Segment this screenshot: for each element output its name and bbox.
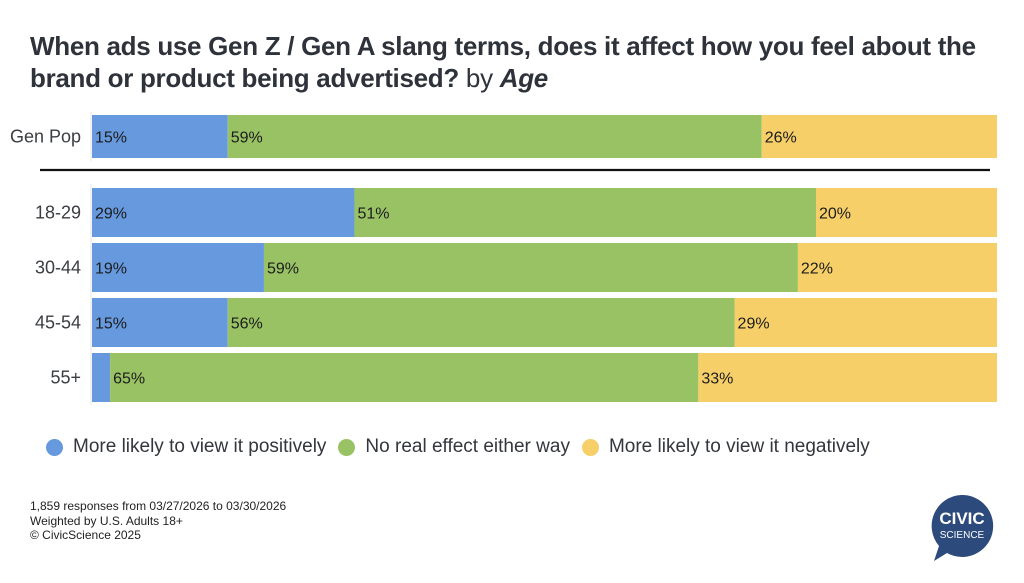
bars-group: Gen Pop 15% 59% 26% 18-29 29% 51% 20% 30-44 19% 59… [10, 115, 997, 402]
data-label-gen-pop-s1: 59% [231, 130, 263, 147]
bar-segment-gen-pop-s2 [761, 115, 997, 158]
legend-label-neutral: No real effect either way [365, 436, 570, 457]
legend-label-negative: More likely to view it negatively [608, 436, 870, 457]
logo-speech-bubble-icon [931, 494, 994, 561]
data-label-gen-pop-s0: 15% [95, 130, 127, 147]
bar-segment-30-44-s2 [797, 243, 997, 292]
data-label-18-29-s0: 29% [95, 206, 127, 223]
bar-segment-gen-pop-s0 [92, 115, 228, 158]
data-label-45-54-s2: 29% [738, 316, 770, 333]
category-label-gen-pop: Gen Pop [10, 127, 81, 147]
bar-segment-55-s2 [698, 353, 997, 402]
chart-title-dimension: Age [499, 63, 549, 93]
data-label-30-44-s2: 22% [801, 261, 833, 278]
legend-swatch-neutral [338, 438, 356, 456]
category-label-45-54: 45-54 [35, 313, 81, 333]
legend-item-negative: More likely to view it negatively [581, 436, 870, 458]
data-label-18-29-s1: 51% [357, 206, 389, 223]
data-label-55-s2: 33% [701, 371, 733, 388]
data-label-55-s1: 65% [113, 371, 145, 388]
chart-title: When ads use Gen Z / Gen A slang terms, … [30, 30, 1010, 94]
bar-segment-18-29-s1 [354, 188, 816, 237]
legend-label-positive: More likely to view it positively [73, 436, 327, 457]
bar-segment-45-54-s0 [92, 298, 228, 347]
data-label-18-29-s2: 20% [819, 206, 851, 223]
legend-swatch-positive [46, 438, 63, 456]
footer-notes: 1,859 responses from 03/27/2026 to 03/30… [30, 499, 286, 543]
chart-title-by: by [465, 63, 493, 93]
bar-segment-55-s0 [92, 353, 111, 402]
data-label-30-44-s0: 19% [95, 261, 127, 278]
data-label-gen-pop-s2: 26% [765, 130, 797, 147]
category-label-30-44: 30-44 [35, 258, 81, 278]
bar-segment-30-44-s0 [92, 243, 264, 292]
bar-segment-45-54-s2 [734, 298, 997, 347]
logo-text-civic: CIVIC [939, 509, 984, 528]
footer-weighting: Weighted by U.S. Adults 18+ [30, 513, 183, 528]
data-label-45-54-s0: 15% [95, 316, 127, 333]
chart-title-main: When ads use Gen Z / Gen A slang terms, … [30, 31, 976, 93]
footer-copyright: © CivicScience 2025 [30, 528, 141, 542]
category-label-18-29: 18-29 [35, 203, 81, 223]
bar-segment-55-s1 [110, 353, 699, 402]
legend-swatch-negative [581, 438, 599, 456]
legend: More likely to view it positively No rea… [46, 436, 882, 458]
bar-segment-18-29-s2 [816, 188, 997, 237]
footer-responses: 1,859 responses from 03/27/2026 to 03/30… [30, 499, 287, 513]
bar-segment-30-44-s1 [263, 243, 798, 292]
bar-segment-18-29-s0 [92, 188, 355, 237]
civicscience-logo: CIVIC SCIENCE [931, 494, 994, 561]
bar-segment-45-54-s1 [227, 298, 735, 347]
logo-text-science: SCIENCE [940, 530, 985, 541]
legend-item-neutral: No real effect either way [338, 436, 570, 458]
category-label-55: 55+ [50, 368, 81, 388]
data-label-45-54-s1: 56% [231, 316, 263, 333]
bar-segment-gen-pop-s1 [227, 115, 762, 158]
legend-item-positive: More likely to view it positively [46, 436, 326, 458]
data-label-30-44-s1: 59% [267, 261, 299, 278]
